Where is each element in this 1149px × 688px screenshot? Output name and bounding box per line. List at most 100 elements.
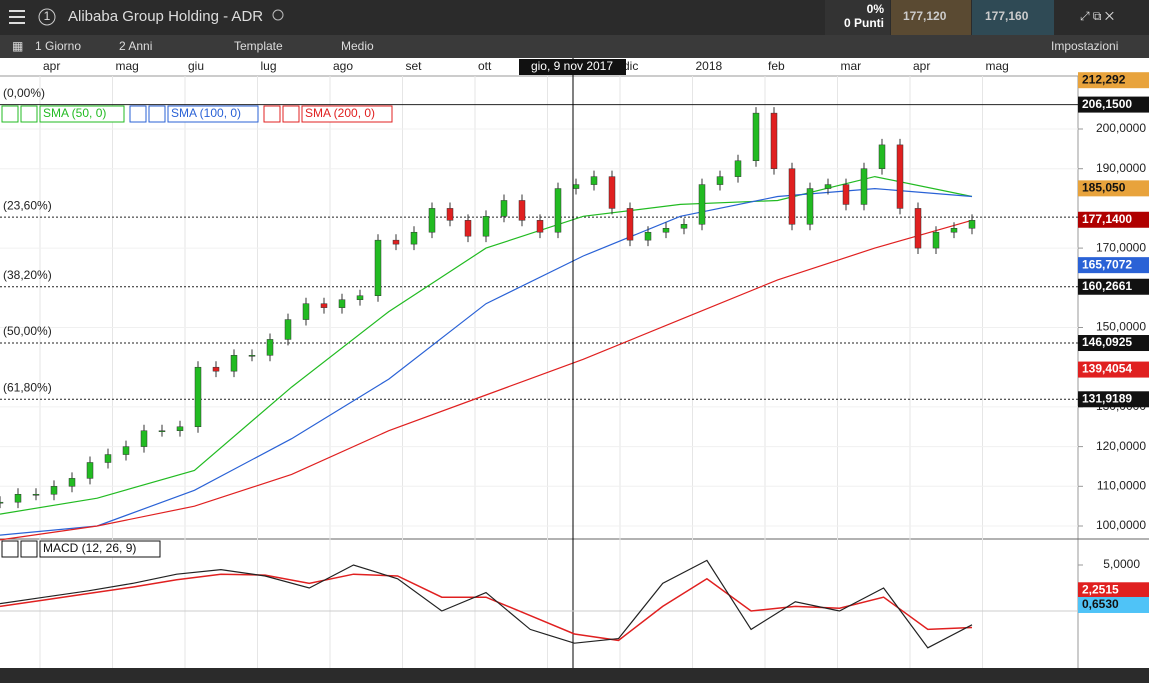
crosshair-box <box>519 59 626 75</box>
candle <box>158 430 166 432</box>
x-tick-label: 2018 <box>696 59 723 73</box>
legend-sma50[interactable]: SMA (50, 0) <box>43 106 106 120</box>
x-tick-label: feb <box>768 59 785 73</box>
candle <box>590 176 598 185</box>
style[interactable]: Medio <box>341 39 374 53</box>
x-tick-label: dic <box>623 59 638 73</box>
candle <box>266 339 274 356</box>
legend <box>1 105 393 558</box>
fib-label: (0,00%) <box>3 86 45 100</box>
x-tick-label: mag <box>986 59 1009 73</box>
candle <box>410 231 418 245</box>
candle <box>320 303 328 308</box>
x-tick-label: mag <box>116 59 139 73</box>
fib-label: (61,80%) <box>3 380 52 394</box>
window-controls[interactable]: ⤢ ⧉ ✕ <box>1079 9 1114 23</box>
price-badge-label: 131,9189 <box>1082 391 1132 405</box>
candle <box>716 176 724 185</box>
y-tick-label: 100,0000 <box>1096 518 1146 532</box>
x-tick-label: mar <box>841 59 862 73</box>
interval[interactable]: 1 Giorno <box>35 39 81 53</box>
candle <box>0 501 4 504</box>
candle <box>122 446 130 455</box>
price-badge-label: 160,2661 <box>1082 279 1132 293</box>
price-badge <box>1078 335 1149 352</box>
candle <box>824 184 832 189</box>
candle <box>878 144 886 169</box>
sell-button[interactable] <box>891 0 971 35</box>
y-tick-label: 170,0000 <box>1096 240 1146 254</box>
price-badge-label: 177,1400 <box>1082 212 1132 226</box>
candle <box>284 319 292 340</box>
candle <box>104 454 112 463</box>
price-badge <box>1078 96 1149 113</box>
price-badge <box>1078 361 1149 378</box>
candle <box>482 216 490 237</box>
change-box <box>825 0 890 35</box>
range[interactable]: 2 Anni <box>119 39 152 53</box>
buy-button[interactable] <box>972 0 1054 35</box>
candle <box>662 228 670 233</box>
x-tick-label: ott <box>478 59 492 73</box>
x-tick-label: set <box>406 59 423 73</box>
price-badge-label: 146,0925 <box>1082 335 1132 349</box>
candle <box>770 112 778 169</box>
price-badge <box>1078 582 1149 599</box>
crosshair-label: gio, 9 nov 2017 <box>531 59 613 73</box>
price-badge-label: 139,4054 <box>1082 362 1132 376</box>
fib-label: (23,60%) <box>3 198 52 212</box>
candle <box>176 426 184 431</box>
x-tick-label: ago <box>333 59 353 73</box>
candle <box>896 144 904 209</box>
candle <box>140 430 148 447</box>
x-tick-label: lug <box>261 59 277 73</box>
legend-macd[interactable]: MACD (12, 26, 9) <box>43 541 136 555</box>
x-tick-label: giu <box>188 59 204 73</box>
y-tick-label: 110,0000 <box>1097 478 1146 492</box>
candle <box>248 355 256 357</box>
x-tick-label: apr <box>913 59 930 73</box>
scrollbar <box>0 668 1149 683</box>
candle <box>194 366 202 428</box>
candle <box>464 220 472 237</box>
number: 1 <box>44 9 51 23</box>
legend-sma200[interactable]: SMA (200, 0) <box>305 106 375 120</box>
y-tick-label: 150,0000 <box>1096 320 1146 334</box>
template[interactable]: Template <box>234 39 283 53</box>
price-badge-label: 2,2515 <box>1082 582 1119 596</box>
candle <box>68 478 76 487</box>
price-badge <box>1078 278 1149 295</box>
settings[interactable]: Impostazioni <box>1051 39 1118 53</box>
candle <box>698 184 706 225</box>
instrument[interactable]: Alibaba Group Holding - ADR <box>68 8 263 25</box>
candle <box>608 176 616 209</box>
legend-sma100[interactable]: SMA (100, 0) <box>171 106 241 120</box>
change-points: 0 Punti <box>844 16 884 30</box>
price-badge-label: 0,6530 <box>1082 597 1119 611</box>
toolbar <box>0 35 1149 58</box>
fib-label: (50,00%) <box>3 324 52 338</box>
sell-price: 177,120 <box>903 9 947 23</box>
price-badge-label: 212,292 <box>1082 72 1126 86</box>
buy-price: 177,160 <box>985 9 1029 23</box>
candle <box>212 366 220 372</box>
candle <box>842 184 850 205</box>
change-pct: 0% <box>867 2 885 16</box>
number-badge[interactable] <box>38 8 56 26</box>
search-icon[interactable] <box>272 9 284 21</box>
candle <box>914 208 922 249</box>
candle <box>50 486 58 495</box>
candle <box>302 303 310 320</box>
candle <box>356 295 364 300</box>
price-badge <box>1078 257 1149 274</box>
menu-icon[interactable] <box>9 10 25 24</box>
y-tick-label: 120,0000 <box>1096 439 1146 453</box>
price-badge-label: 185,050 <box>1082 181 1126 195</box>
candle <box>860 168 868 205</box>
candle <box>968 220 976 229</box>
y-tick-label: 190,0000 <box>1096 161 1146 175</box>
toolbar-icons[interactable]: ▦ <box>12 39 23 53</box>
candle <box>626 208 634 241</box>
x-tick-label: apr <box>43 59 60 73</box>
